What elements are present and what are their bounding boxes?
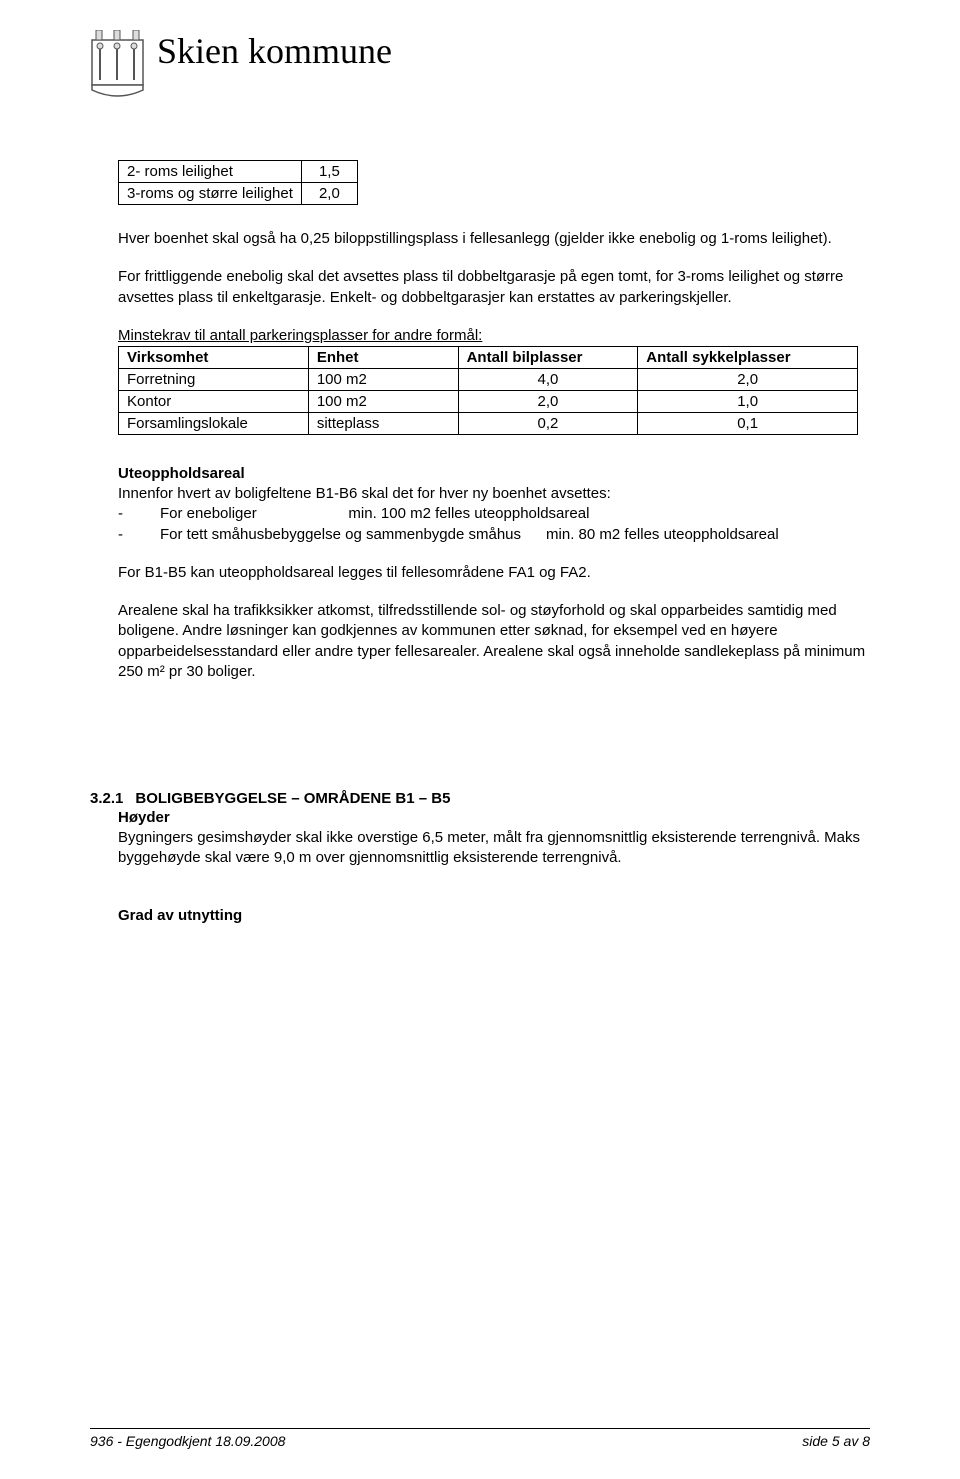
table-row: Kontor 100 m2 2,0 1,0 [119,391,858,413]
parkering-table: Virksomhet Enhet Antall bilplasser Antal… [118,346,858,435]
sub-heading: Høyder [118,809,870,826]
sub-heading: Grad av utnytting [118,907,870,924]
cell: 0,2 [458,413,638,435]
footer-left: 936 - Egengodkjent 18.09.2008 [90,1433,285,1449]
cell: 0,1 [638,413,858,435]
cell: 100 m2 [308,369,458,391]
cell: 2,0 [638,369,858,391]
paragraph: For B1-B5 kan uteoppholdsareal legges ti… [118,563,870,583]
leilighet-table: 2- roms leilighet 1,5 3-roms og større l… [118,160,358,205]
uteopphold-title: Uteoppholdsareal [118,465,870,482]
col-header: Virksomhet [119,347,309,369]
col-header: Antall bilplasser [458,347,638,369]
paragraph: Arealene skal ha trafikksikker atkomst, … [118,601,870,682]
table-caption: Minstekrav til antall parkeringsplasser … [118,326,870,346]
municipal-crest-icon [90,30,145,100]
paragraph: For frittliggende enebolig skal det avse… [118,267,870,308]
uteopphold-intro: Innenfor hvert av boligfeltene B1-B6 ska… [118,484,870,504]
bullet-text: For tett småhusbebyggelse og sammenbygde… [160,525,870,545]
document-page: Skien kommune 2- roms leilighet 1,5 3-ro… [0,0,960,1479]
page-header: Skien kommune [90,30,870,100]
cell: 4,0 [458,369,638,391]
bullet-item: - For tett småhusbebyggelse og sammenbyg… [118,525,870,545]
cell: Kontor [119,391,309,413]
cell-label: 3-roms og større leilighet [119,183,302,205]
bullet-label: For tett småhusbebyggelse og sammenbygde… [160,526,521,543]
cell-value: 2,0 [301,183,357,205]
cell: Forsamlingslokale [119,413,309,435]
section-heading: 3.2.1 BOLIGBEBYGGELSE – OMRÅDENE B1 – B5 [90,790,870,807]
bullet-req: min. 80 m2 felles uteoppholdsareal [546,526,779,543]
cell: 2,0 [458,391,638,413]
paragraph: Hver boenhet skal også ha 0,25 biloppsti… [118,229,870,249]
cell: 1,0 [638,391,858,413]
cell: Forretning [119,369,309,391]
bullet-item: - For eneboliger min. 100 m2 felles uteo… [118,504,870,524]
bullet-text: For eneboliger min. 100 m2 felles uteopp… [160,504,870,524]
table-header-row: Virksomhet Enhet Antall bilplasser Antal… [119,347,858,369]
col-header: Antall sykkelplasser [638,347,858,369]
org-name: Skien kommune [157,30,392,72]
footer-right: side 5 av 8 [802,1433,870,1449]
cell-label: 2- roms leilighet [119,161,302,183]
section-title-text: BOLIGBEBYGGELSE – OMRÅDENE B1 – B5 [135,790,450,807]
col-header: Enhet [308,347,458,369]
paragraph: Bygningers gesimshøyder skal ikke overst… [118,828,870,869]
table-row: 3-roms og større leilighet 2,0 [119,183,358,205]
table-row: 2- roms leilighet 1,5 [119,161,358,183]
table-row: Forretning 100 m2 4,0 2,0 [119,369,858,391]
dash-icon: - [118,525,130,545]
cell: sitteplass [308,413,458,435]
cell: 100 m2 [308,391,458,413]
dash-icon: - [118,504,130,524]
cell-value: 1,5 [301,161,357,183]
table-row: Forsamlingslokale sitteplass 0,2 0,1 [119,413,858,435]
bullet-list: - For eneboliger min. 100 m2 felles uteo… [118,504,870,545]
page-footer: 936 - Egengodkjent 18.09.2008 side 5 av … [90,1428,870,1449]
section-number: 3.2.1 [90,790,123,807]
bullet-label: For eneboliger [160,505,257,522]
bullet-req: min. 100 m2 felles uteoppholdsareal [348,505,589,522]
